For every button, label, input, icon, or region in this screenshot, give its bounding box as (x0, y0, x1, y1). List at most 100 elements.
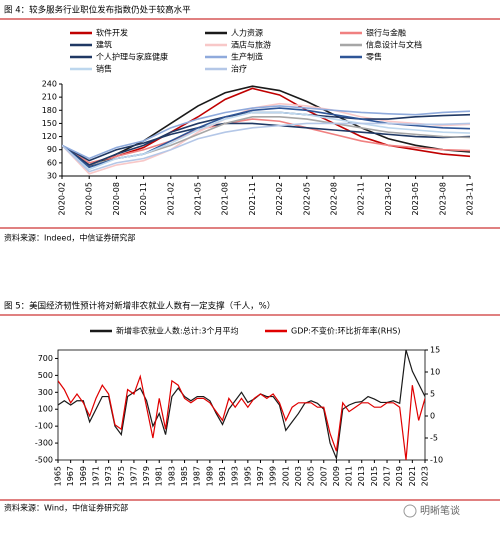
y-tick-label: -100 (35, 422, 53, 431)
x-tick-label: 2023-05 (411, 182, 420, 215)
y-tick-label: 300 (38, 388, 53, 397)
watermark-icon (403, 504, 417, 518)
x-tick-label: 2009 (332, 466, 341, 486)
x-tick-label: 1993 (231, 466, 240, 486)
x-tick-label: 2021-11 (248, 182, 257, 215)
plot (58, 349, 425, 461)
x-tick-label: 1987 (193, 466, 202, 486)
x-tick-label: 1969 (79, 466, 88, 486)
x-tick-label: 1971 (91, 466, 100, 486)
x-tick-label: 1973 (104, 466, 113, 486)
x-tick-label: 2001 (281, 466, 290, 486)
x-tick-label: 2003 (294, 466, 303, 486)
y-tick-label: 90 (47, 145, 57, 154)
x-tick-label: 2020-02 (58, 182, 67, 215)
legend-label: 生产制造 (231, 52, 263, 62)
x-tick-label: 2023 (421, 466, 430, 486)
legend-label: 人力资源 (231, 28, 263, 38)
figure-title: 图 4：较多服务行业职位发布指数仍处于较高水平 (4, 5, 191, 16)
legend-label: 治疗 (231, 64, 247, 74)
x-tick-label: 2021-08 (221, 182, 230, 215)
y-tick-label: 30 (47, 172, 57, 181)
y-tick-label: -500 (35, 456, 53, 465)
x-tick-label: 2022-08 (330, 182, 339, 215)
x-tick-label: 2023-08 (438, 182, 447, 215)
x-tick-label: 2005 (307, 466, 316, 486)
x-tick-label: 2013 (357, 466, 366, 486)
x-tick-label: 1975 (117, 466, 126, 486)
series-line (62, 122, 470, 162)
plot (62, 85, 470, 175)
legend-label: GDP:不变价:环比折年率(RHS) (291, 326, 400, 336)
x-tick-label: 2023-11 (466, 182, 475, 215)
x-tick-label: 2020-11 (139, 182, 148, 215)
legend-label: 酒店与旅游 (231, 40, 271, 50)
plot-frame (57, 349, 426, 461)
x-tick-label: 2017 (383, 466, 392, 486)
x-tick-label: 2021-02 (166, 182, 175, 215)
x-tick-label: 2020-08 (112, 182, 121, 215)
series-line (62, 85, 470, 169)
x-tick-label: 2015 (370, 466, 379, 486)
figure-source: 资料来源：Indeed，中信证券研究部 (4, 233, 135, 243)
x-tick-label: 2021 (408, 466, 417, 486)
x-tick-label: 1977 (129, 466, 138, 486)
series-line (62, 87, 470, 166)
x-tick-label: 1999 (269, 466, 278, 486)
y2-tick-label: 15 (430, 346, 440, 355)
legend-label: 零售 (366, 52, 382, 62)
y-tick-label: 180 (42, 106, 57, 115)
x-tick-label: 1983 (167, 466, 176, 486)
series-line (62, 102, 470, 175)
series-line (62, 111, 470, 171)
series-line (62, 118, 470, 164)
legend-label: 个人护理与家庭健康 (96, 52, 168, 62)
x-tick-label: 1981 (155, 466, 164, 486)
x-tick-label: 2020-05 (85, 182, 94, 215)
x-tick-label: 2022-11 (357, 182, 366, 215)
x-tick-label: 1967 (66, 466, 75, 486)
legend-label: 银行与金融 (366, 28, 406, 38)
x-tick-label: 1985 (180, 466, 189, 486)
y-tick-label: 240 (42, 80, 57, 89)
legend-label: 销售 (96, 64, 112, 74)
y-tick-label: -300 (35, 439, 53, 448)
legend-label: 信息设计与文档 (366, 40, 422, 50)
x-tick-label: 1979 (142, 466, 151, 486)
y-tick-label: 700 (38, 354, 53, 363)
x-tick-label: 1965 (54, 466, 63, 486)
y-tick-label: 120 (42, 132, 57, 141)
watermark: 明晰笔谈 (420, 504, 460, 517)
figure-source: 资料来源：Wind，中信证券研究部 (4, 503, 128, 513)
y2-tick-label: 10 (430, 368, 440, 377)
legend-label: 软件开发 (96, 28, 128, 38)
y-tick-label: 500 (38, 371, 53, 380)
y-tick-label: 100 (38, 405, 53, 414)
legend-label: 新增非农就业人数:总计:3个月平均 (116, 326, 238, 336)
series-line (58, 349, 425, 461)
x-tick-label: 2022-05 (302, 182, 311, 215)
y2-tick-label: -5 (430, 434, 438, 443)
y-tick-label: 210 (42, 93, 57, 102)
x-tick-label: 2011 (345, 466, 354, 486)
x-tick-label: 2007 (319, 466, 328, 486)
y-tick-label: 150 (42, 119, 57, 128)
legend-label: 建筑 (96, 40, 112, 50)
x-tick-label: 2022-02 (275, 182, 284, 215)
y-tick-label: 60 (47, 158, 57, 167)
series-line (62, 105, 470, 160)
x-tick-label: 1991 (218, 466, 227, 486)
x-tick-label: 1989 (205, 466, 214, 486)
series-line (58, 374, 425, 461)
y2-tick-label: 5 (430, 390, 435, 399)
x-tick-label: 2019 (395, 466, 404, 486)
series-line (62, 122, 470, 173)
x-tick-label: 1995 (243, 466, 252, 486)
x-tick-label: 2021-05 (194, 182, 203, 215)
x-tick-label: 2023-02 (384, 182, 393, 215)
y2-tick-label: -10 (430, 456, 443, 465)
figure-title: 图 5：美国经济韧性预计将对新增非农就业人数有一定支撑（千人，%） (4, 301, 275, 312)
y2-tick-label: 0 (430, 412, 435, 421)
x-tick-label: 1997 (256, 466, 265, 486)
